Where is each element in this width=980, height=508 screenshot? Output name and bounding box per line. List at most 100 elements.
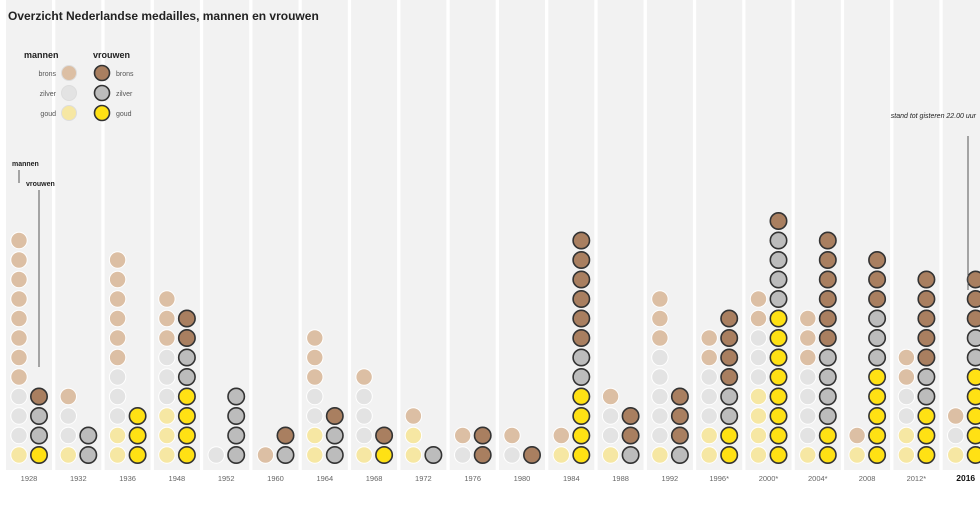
mannen-brons-dot: [10, 368, 28, 386]
year-column: [499, 0, 545, 470]
legend-m-brons: brons: [38, 71, 56, 78]
year-column: [252, 0, 299, 470]
vrouwen-zilver-dot: [227, 445, 246, 464]
mannen-goud-dot: [355, 446, 373, 464]
year-column: [400, 0, 447, 470]
vrouwen-goud-dot: [868, 367, 887, 386]
year-label: 1936: [119, 474, 136, 483]
mannen-zilver-dot: [799, 368, 817, 386]
vrouwen-goud-dot: [769, 426, 788, 445]
year-label: 1984: [563, 474, 580, 483]
mannen-zilver-dot: [947, 426, 965, 445]
vrouwen-zilver-dot: [325, 426, 344, 445]
vrouwen-zilver-dot: [276, 445, 295, 464]
vrouwen-goud-dot: [966, 407, 980, 425]
vrouwen-goud-dot: [29, 445, 48, 464]
vrouwen-brons-dot: [966, 290, 980, 308]
year-label: 1992: [662, 474, 679, 483]
mannen-brons-dot: [59, 387, 78, 406]
mannen-zilver-dot: [897, 407, 916, 425]
mannen-brons-dot: [158, 309, 176, 328]
year-labels: 1928 1932 1936 1948 1952 1960 1964 1968 1972 1976…: [21, 473, 976, 483]
mannen-brons-dot: [749, 290, 768, 308]
vrouwen-zilver-dot: [227, 426, 246, 445]
mannen-zilver-dot: [897, 387, 916, 406]
mannen-brons-dot: [306, 368, 324, 386]
vrouwen-zilver-dot: [769, 251, 788, 270]
vrouwen-goud-dot: [818, 426, 837, 445]
mannen-zilver-dot: [158, 368, 176, 386]
vrouwen-zilver-dot: [868, 348, 887, 367]
mannen-brons-dot: [947, 407, 965, 425]
legend-mannen-goud-swatch: [61, 105, 77, 121]
vrouwen-zilver-dot: [227, 406, 246, 425]
legend-vrouwen-zilver-swatch: [93, 84, 111, 102]
vrouwen-zilver-dot: [818, 367, 837, 386]
mannen-zilver-dot: [799, 387, 817, 406]
vrouwen-brons-dot: [917, 348, 936, 367]
year-label: 1932: [70, 474, 87, 483]
vrouwen-zilver-dot: [818, 348, 837, 367]
mannen-brons-dot: [108, 309, 127, 328]
mannen-goud-dot: [158, 407, 176, 425]
mannen-zilver-dot: [355, 407, 373, 425]
vrouwen-brons-dot: [720, 328, 739, 347]
vrouwen-zilver-dot: [818, 387, 837, 406]
mannen-brons-dot: [10, 231, 28, 250]
mannen-zilver-dot: [59, 426, 78, 445]
vrouwen-goud-dot: [769, 367, 788, 386]
mannen-zilver-dot: [59, 407, 78, 425]
mannen-zilver-dot: [355, 387, 373, 406]
vrouwen-goud-dot: [177, 445, 196, 464]
vrouwen-zilver-dot: [621, 445, 640, 464]
vrouwen-brons-dot: [522, 445, 541, 464]
year-label: 1996*: [709, 474, 729, 483]
vrouwen-zilver-dot: [917, 387, 936, 406]
vrouwen-goud-dot: [177, 387, 196, 406]
vrouwen-brons-dot: [473, 445, 492, 464]
vrouwen-goud-dot: [572, 426, 591, 445]
vrouwen-zilver-dot: [868, 309, 887, 328]
vrouwen-goud-dot: [177, 406, 196, 425]
mannen-brons-dot: [799, 329, 817, 347]
vrouwen-brons-dot: [720, 309, 739, 328]
vrouwen-brons-dot: [325, 406, 344, 425]
mannen-goud-dot: [749, 446, 768, 464]
vrouwen-goud-dot: [917, 426, 936, 445]
vrouwen-brons-dot: [868, 270, 887, 289]
mannen-zilver-dot: [651, 426, 669, 445]
year-label: 2016: [956, 473, 975, 483]
annotation-text: stand tot gisteren 22.00 uur: [891, 113, 977, 120]
legend: mannen vrouwen brons zilver goud brons z…: [24, 50, 134, 122]
vrouwen-goud-dot: [769, 328, 788, 347]
mannen-brons-dot: [10, 329, 28, 347]
vrouwen-zilver-dot: [966, 348, 980, 367]
vrouwen-zilver-dot: [769, 270, 788, 289]
mannen-zilver-dot: [108, 387, 127, 406]
vrouwen-goud-dot: [818, 445, 837, 464]
vrouwen-brons-dot: [720, 367, 739, 386]
vrouwen-brons-dot: [966, 270, 980, 289]
mannen-brons-dot: [158, 329, 176, 347]
vrouwen-brons-dot: [818, 289, 837, 308]
vrouwen-goud-dot: [966, 426, 980, 445]
legend-m-goud: goud: [40, 111, 56, 118]
vrouwen-zilver-dot: [818, 406, 837, 425]
mannen-brons-dot: [700, 329, 718, 347]
vrouwen-brons-dot: [276, 426, 295, 445]
year-columns: [6, 0, 980, 470]
mannen-goud-dot: [158, 426, 176, 445]
vrouwen-brons-dot: [769, 212, 788, 231]
mannen-goud-dot: [404, 446, 423, 464]
mannen-zilver-dot: [10, 387, 28, 406]
vrouwen-goud-dot: [769, 309, 788, 328]
vrouwen-zilver-dot: [917, 367, 936, 386]
year-label: 2000*: [759, 474, 779, 483]
vrouwen-zilver-dot: [966, 329, 980, 347]
mannen-zilver-dot: [10, 407, 28, 425]
mannen-goud-dot: [651, 446, 669, 464]
legend-m-zilver: zilver: [40, 91, 57, 98]
vrouwen-zilver-dot: [720, 387, 739, 406]
mannen-zilver-dot: [355, 426, 373, 445]
vrouwen-zilver-dot: [79, 426, 98, 445]
